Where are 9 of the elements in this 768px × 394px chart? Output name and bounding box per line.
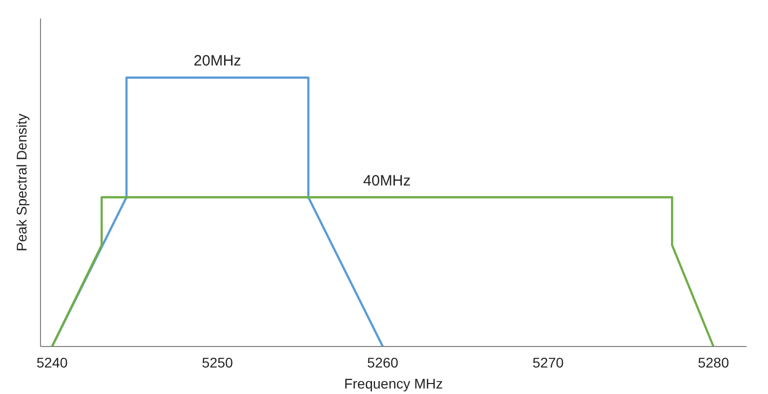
x-tick-label: 5260 <box>367 354 399 370</box>
annotation: 40MHz <box>363 172 411 190</box>
x-tick-label: 5270 <box>532 354 564 370</box>
x-tick-label: 5280 <box>698 354 730 370</box>
x-tick-label: 5250 <box>202 354 234 370</box>
text: 20MHz <box>194 52 242 70</box>
x-tick-label: 5240 <box>36 354 68 370</box>
x-axis-title: Frequency MHz <box>344 376 443 392</box>
y-axis-title: Peak Spectral Density <box>14 114 30 252</box>
